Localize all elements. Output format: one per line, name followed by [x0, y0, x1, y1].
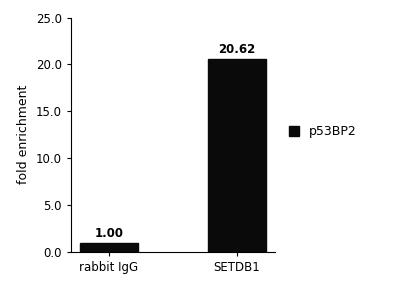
Y-axis label: fold enrichment: fold enrichment	[17, 85, 30, 185]
Bar	[208, 59, 266, 252]
Legend: p53BP2: p53BP2	[289, 125, 357, 138]
Text: 20.62: 20.62	[219, 43, 255, 56]
Bar	[80, 243, 138, 252]
Text: 1.00: 1.00	[94, 227, 123, 240]
